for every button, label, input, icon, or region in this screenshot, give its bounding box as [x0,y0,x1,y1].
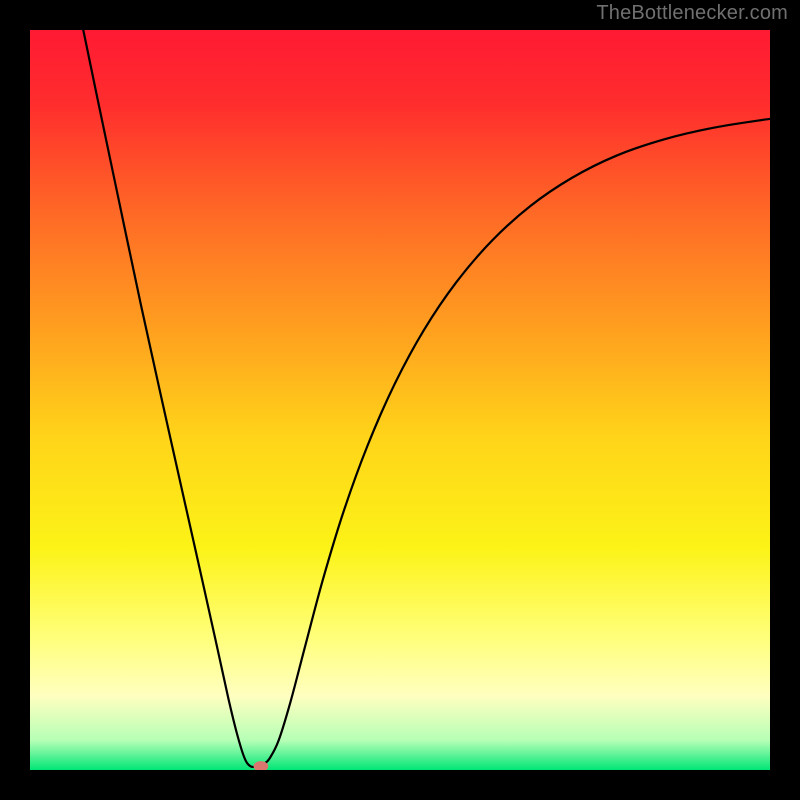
optimal-point-marker [253,761,268,771]
bottleneck-chart [0,0,800,800]
chart-stage: TheBottlenecker.com [0,0,800,800]
watermark-text: TheBottlenecker.com [596,2,788,25]
